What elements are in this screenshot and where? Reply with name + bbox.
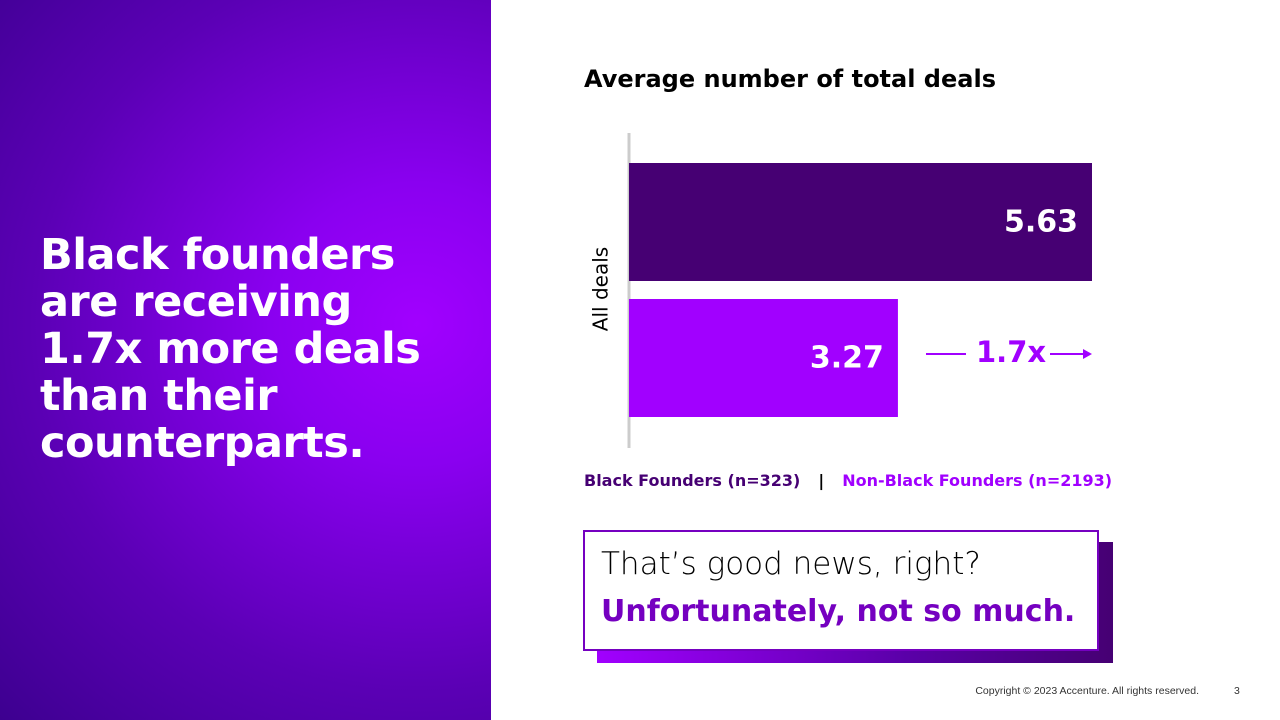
headline-line: Black founders — [40, 230, 395, 280]
callout: That’s good news, right? Unfortunately, … — [583, 530, 1099, 651]
headline: Black founders are receiving 1.7x more dea… — [40, 230, 421, 468]
chart-title: Average number of total deals — [584, 65, 996, 93]
bar — [629, 299, 898, 417]
callout-line: That’s good news, right? — [601, 546, 981, 582]
bar — [629, 163, 1092, 281]
page-number: 3 — [1234, 685, 1240, 697]
headline-line: 1.7x more deals — [40, 324, 421, 374]
chart: Average number of total deals All deals 5… — [584, 65, 1092, 448]
headline-line: counterparts. — [40, 418, 365, 468]
value-label: 5.63 — [1004, 205, 1078, 240]
legend-separator: | — [818, 471, 825, 490]
category-label: All deals — [589, 247, 613, 331]
value-label: 3.27 — [810, 341, 884, 376]
headline-line: are receiving — [40, 277, 352, 327]
callout-line: Unfortunately, not so much. — [601, 594, 1076, 629]
left-panel: Black founders are receiving 1.7x more dea… — [0, 0, 491, 720]
copyright: Copyright © 2023 Accenture. All rights r… — [975, 685, 1199, 697]
legend: Black Founders (n=323) | Non-Black Founder… — [584, 471, 1130, 490]
legend-entry: Black Founders (n=323) — [584, 471, 801, 490]
annotation: 1.7x — [976, 335, 1046, 369]
headline-line: than their — [40, 371, 278, 421]
legend-entry: Non-Black Founders (n=2193) — [842, 471, 1113, 490]
arrow-head — [1083, 349, 1092, 359]
